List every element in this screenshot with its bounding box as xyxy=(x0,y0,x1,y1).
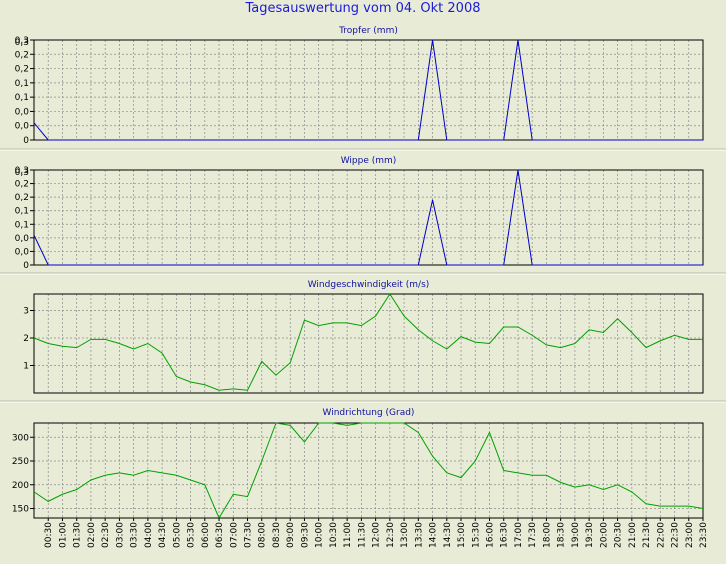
x-tick-label: 05:30 xyxy=(187,522,197,548)
x-tick-label: 11:00 xyxy=(343,522,353,548)
y-tick-label: 250 xyxy=(12,457,29,467)
x-tick-label: 03:30 xyxy=(130,522,140,548)
x-tick-label: 10:00 xyxy=(315,522,325,548)
x-tick-label: 21:30 xyxy=(642,522,652,548)
y-tick-label: 3 xyxy=(23,307,29,317)
x-tick-label: 13:00 xyxy=(400,522,410,548)
x-tick-label: 12:30 xyxy=(386,522,396,548)
x-tick-label: 14:00 xyxy=(429,522,439,548)
x-tick-label: 08:30 xyxy=(272,522,282,548)
x-tick-label: 04:00 xyxy=(144,522,154,548)
y-tick-label: 0,2 xyxy=(15,65,29,75)
y-tick-label: 0,2 xyxy=(15,193,29,203)
y-tick-label: 300 xyxy=(12,433,29,443)
x-tick-label: 04:30 xyxy=(158,522,168,548)
x-tick-label: 09:30 xyxy=(300,522,310,548)
x-tick-label: 07:00 xyxy=(229,522,239,548)
y-tick-label: 2 xyxy=(23,334,29,344)
plot-frame xyxy=(33,293,704,394)
panel-title: Tropfer (mm) xyxy=(338,26,398,36)
y-tick-label: 0,1 xyxy=(15,220,29,230)
y-tick-label: 1 xyxy=(23,362,29,372)
y-tick-label: 0,3 xyxy=(15,36,29,46)
x-tick-label: 01:30 xyxy=(73,522,83,548)
y-tick-label: 0,1 xyxy=(15,79,29,89)
series-line xyxy=(33,422,704,520)
series-line xyxy=(33,169,703,266)
x-tick-label: 18:30 xyxy=(557,522,567,548)
x-tick-label: 16:30 xyxy=(500,522,510,548)
y-tick-label: 0,0 xyxy=(15,107,30,117)
x-tick-label: 18:00 xyxy=(542,522,552,548)
y-tick-label: 0 xyxy=(23,261,29,271)
y-tick-label: 0,0 xyxy=(15,122,30,132)
plot-background xyxy=(34,40,703,140)
x-tick-label: 17:00 xyxy=(514,522,524,548)
y-tick-label: 0,3 xyxy=(15,166,29,176)
x-tick-label: 08:00 xyxy=(258,522,268,548)
plot-background xyxy=(34,170,703,265)
series-line xyxy=(33,293,703,391)
x-tick-label: 16:00 xyxy=(485,522,495,548)
plot-background xyxy=(34,294,703,393)
x-tick-label: 11:30 xyxy=(357,522,367,548)
chart-panel-3: 1 2 3 Windgeschwindigkeit (m/s) xyxy=(0,280,726,403)
x-tick-label: 14:30 xyxy=(443,522,453,548)
x-tick-label: 19:30 xyxy=(585,522,595,548)
y-tick-label: 150 xyxy=(12,505,29,515)
y-tick-label: 0 xyxy=(23,136,29,146)
y-tick-label: 0,2 xyxy=(15,180,29,190)
chart-panel-4: 150 200 250 300 Windrichtung (Grad) xyxy=(12,408,704,520)
x-tick-label: 15:00 xyxy=(457,522,467,548)
x-tick-label: 12:00 xyxy=(372,522,382,548)
x-tick-label: 23:00 xyxy=(685,522,695,548)
x-tick-label: 23:30 xyxy=(699,522,709,548)
x-tick-label: 15:30 xyxy=(471,522,481,548)
page-title: Tagesauswertung vom 04. Okt 2008 xyxy=(245,1,481,16)
x-tick-label: 20:30 xyxy=(614,522,624,548)
x-tick-label: 00:30 xyxy=(44,522,54,548)
x-tick-label: 17:30 xyxy=(528,522,538,548)
plot-background xyxy=(34,423,703,518)
x-tick-label: 06:00 xyxy=(201,522,211,548)
y-tick-label: 0,1 xyxy=(15,93,29,103)
x-tick-label: 03:00 xyxy=(115,522,125,548)
panel-title: Windgeschwindigkeit (m/s) xyxy=(308,280,430,290)
x-tick-label: 02:00 xyxy=(87,522,97,548)
x-tick-label: 01:00 xyxy=(58,522,68,548)
panel-title: Windrichtung (Grad) xyxy=(323,408,415,418)
y-tick-label: 0,0 xyxy=(15,247,30,257)
x-tick-label: 21:00 xyxy=(628,522,638,548)
y-tick-label: 0,3 xyxy=(15,168,29,178)
y-tick-label: 0,0 xyxy=(15,234,30,244)
y-tick-label: 0,3 xyxy=(15,38,29,48)
x-tick-label: 22:00 xyxy=(656,522,666,548)
x-tick-label: 22:30 xyxy=(671,522,681,548)
x-tick-label: 13:30 xyxy=(414,522,424,548)
y-tick-label: 0,1 xyxy=(15,207,29,217)
x-tick-label: 10:30 xyxy=(329,522,339,548)
x-tick-label: 09:00 xyxy=(286,522,296,548)
series-line xyxy=(33,39,703,141)
y-tick-label: 200 xyxy=(12,481,29,491)
x-tick-label: 06:30 xyxy=(215,522,225,548)
x-tick-label: 19:00 xyxy=(571,522,581,548)
panel-title: Wippe (mm) xyxy=(341,156,397,166)
x-tick-label: 07:30 xyxy=(244,522,254,548)
x-tick-label: 05:00 xyxy=(172,522,182,548)
y-tick-label: 0,2 xyxy=(15,50,29,60)
x-tick-label: 02:30 xyxy=(101,522,111,548)
x-tick-label: 20:00 xyxy=(599,522,609,548)
